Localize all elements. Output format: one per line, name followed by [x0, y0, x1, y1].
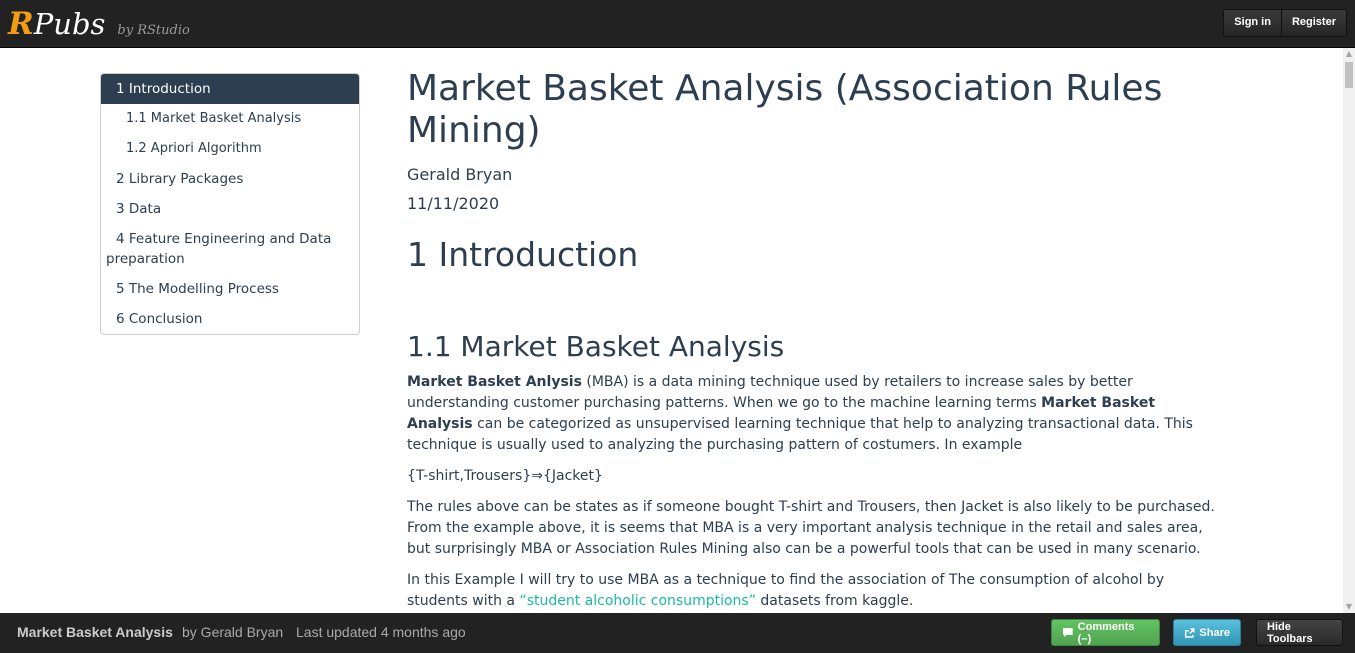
paragraph-text: (MBA) is a data mining technique used by… [407, 374, 1133, 411]
paragraph-mba-intro: Market Basket Anlysis (MBA) is a data mi… [407, 372, 1217, 456]
toc-item-introduction[interactable]: 1 Introduction [101, 74, 359, 104]
comments-button-label: Comments (–) [1077, 620, 1135, 645]
logo-pubs: Pubs [33, 7, 106, 41]
section-heading-introduction: 1 Introduction [407, 235, 639, 274]
footer-document-title[interactable]: Market Basket Analysis [17, 624, 173, 640]
bold-term-market-basket-analysis: Market Basket Analysis [407, 395, 1156, 432]
dataset-link[interactable]: “student alcoholic consumptions” [519, 593, 756, 609]
bold-term-mba: Market Basket Anlysis [407, 374, 582, 390]
share-icon [1184, 628, 1195, 638]
share-button-label: Share [1199, 626, 1230, 639]
paragraph-text: datasets from kaggle. [755, 593, 914, 609]
paragraph-text: In this Example I will try to use MBA as… [407, 572, 1165, 609]
vertical-scrollbar[interactable]: ▲ ▼ [1343, 48, 1355, 613]
rpubs-logo[interactable]: R Pubs by RStudio [8, 6, 190, 42]
auth-button-group: Sign in Register [1223, 9, 1347, 37]
comment-icon [1062, 628, 1073, 637]
bottom-toolbar: Market Basket Analysis by Gerald Bryan L… [0, 613, 1355, 653]
paragraph-rules-explained: The rules above can be states as if some… [407, 499, 1215, 557]
register-button[interactable]: Register [1280, 10, 1346, 36]
footer-document-author[interactable]: by Gerald Bryan [182, 624, 284, 640]
top-toolbar: R Pubs by RStudio Sign in Register [0, 0, 1355, 48]
footer-last-updated: Last updated 4 months ago [296, 624, 466, 640]
toc-item-conclusion[interactable]: 6 Conclusion [116, 311, 203, 327]
toc-item-library-packages[interactable]: 2 Library Packages [116, 171, 244, 187]
logo-r: R [8, 6, 34, 42]
page-title: Market Basket Analysis (Association Rule… [407, 68, 1163, 151]
table-of-contents: 1 Introduction 1.1 Market Basket Analysi… [100, 73, 360, 335]
document-body: Market Basket Analysis (Association Rule… [407, 68, 1217, 622]
logo-by-rstudio: by RStudio [117, 23, 190, 38]
toc-item-data[interactable]: 3 Data [116, 201, 162, 217]
scrollbar-thumb[interactable] [1345, 62, 1353, 88]
rule-example: {T-shirt,Trousers}⇒{Jacket} [407, 468, 603, 484]
comments-button[interactable]: Comments (–) [1051, 619, 1160, 646]
scroll-up-arrow-icon[interactable]: ▲ [1345, 49, 1353, 58]
hide-toolbars-button[interactable]: Hide Toolbars [1256, 619, 1343, 646]
scroll-down-arrow-icon[interactable]: ▼ [1345, 602, 1353, 611]
paragraph-example: In this Example I will try to use MBA as… [407, 570, 1217, 612]
document-date: 11/11/2020 [407, 194, 500, 213]
share-button[interactable]: Share [1173, 619, 1241, 646]
sign-in-button[interactable]: Sign in [1224, 10, 1281, 36]
toc-item-apriori-algorithm[interactable]: 1.2 Apriori Algorithm [126, 141, 262, 156]
toc-item-market-basket-analysis[interactable]: 1.1 Market Basket Analysis [126, 111, 302, 126]
paragraph-text: can be categorized as unsupervised learn… [407, 416, 1193, 453]
toc-item-modelling-process[interactable]: 5 The Modelling Process [116, 281, 279, 297]
document-author: Gerald Bryan [407, 165, 513, 184]
toc-item-feature-engineering[interactable]: 4 Feature Engineering and Data preparati… [106, 231, 332, 267]
section-heading-market-basket-analysis: 1.1 Market Basket Analysis [407, 330, 785, 363]
